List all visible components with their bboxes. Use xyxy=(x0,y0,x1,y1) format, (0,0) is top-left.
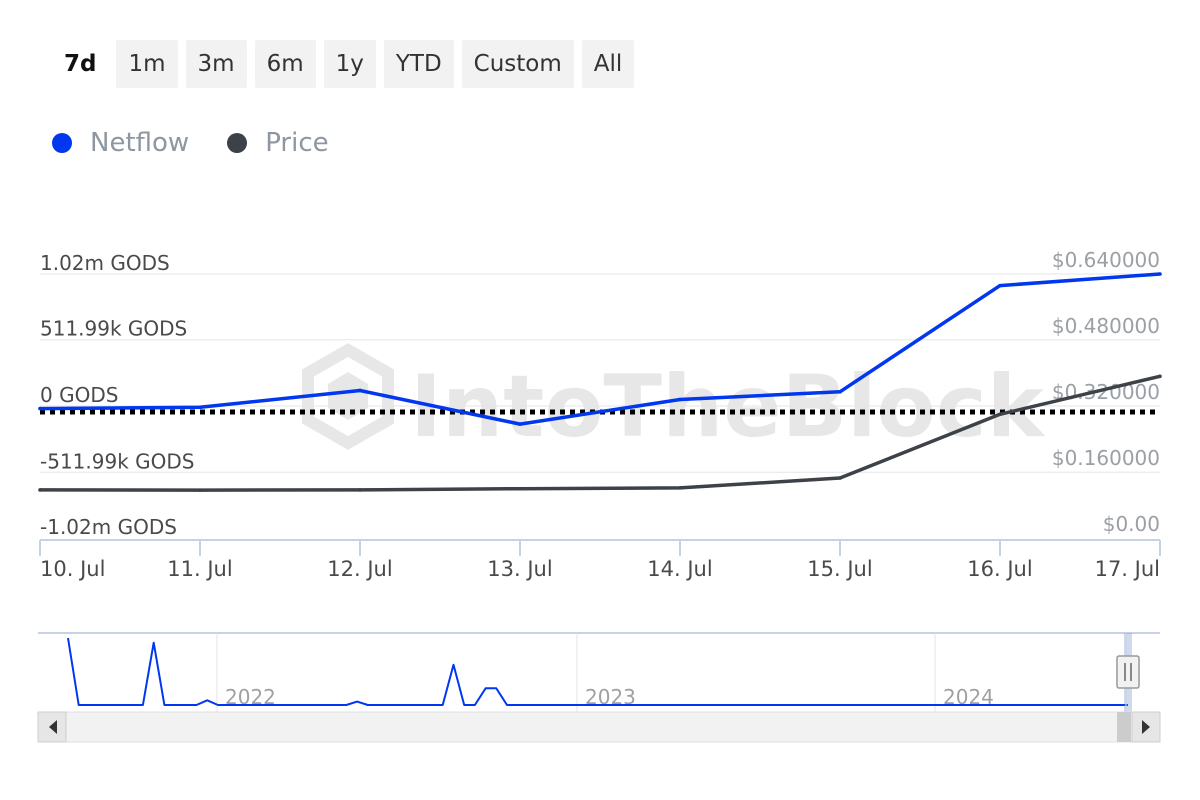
data-point-price xyxy=(1158,374,1162,379)
watermark-text: IntoTheBlock xyxy=(410,357,1046,457)
scrollbar-track[interactable] xyxy=(66,712,1116,742)
range-button-1y[interactable]: 1y xyxy=(323,40,376,88)
data-point-price xyxy=(38,488,42,492)
range-button-all[interactable]: All xyxy=(581,40,635,88)
scroll-left-button[interactable] xyxy=(38,712,66,742)
legend-item-netflow[interactable]: Netflow xyxy=(52,128,189,158)
x-axis-tick-label: 14. Jul xyxy=(647,557,712,581)
data-point-price xyxy=(838,476,842,480)
x-axis-tick-label: 12. Jul xyxy=(327,557,392,581)
chart-legend: Netflow Price xyxy=(52,128,329,158)
data-point-netflow xyxy=(518,422,522,426)
legend-item-price[interactable]: Price xyxy=(227,128,329,158)
data-point-netflow xyxy=(998,283,1002,288)
x-axis-tick-label: 11. Jul xyxy=(167,557,232,581)
legend-dot-netflow xyxy=(52,133,72,153)
x-axis-tick-label: 16. Jul xyxy=(967,557,1032,581)
range-button-3m[interactable]: 3m xyxy=(185,40,247,88)
data-point-netflow xyxy=(358,388,362,393)
x-axis-tick-label: 10. Jul xyxy=(40,557,105,581)
watermark-logo: IntoTheBlock xyxy=(302,343,1046,457)
data-point-netflow xyxy=(838,389,842,394)
x-axis-tick-label: 13. Jul xyxy=(487,557,552,581)
data-point-price xyxy=(198,488,202,492)
data-point-netflow xyxy=(38,406,42,411)
range-button-1m[interactable]: 1m xyxy=(116,40,178,88)
data-point-price xyxy=(358,488,362,492)
series-line-price xyxy=(39,374,1161,492)
y-left-tick-label: -1.02m GODS xyxy=(40,515,177,539)
range-button-custom[interactable]: Custom xyxy=(461,40,574,88)
y-right-tick-label: $0.00 xyxy=(1103,512,1160,536)
scroll-right-button[interactable] xyxy=(1132,712,1160,742)
y-right-tick-label: $0.160000 xyxy=(1052,446,1160,470)
y-right-tick-label: $0.640000 xyxy=(1052,248,1160,272)
legend-label-netflow: Netflow xyxy=(90,128,190,158)
navigator-window-handle[interactable] xyxy=(1116,654,1138,688)
legend-dot-price xyxy=(227,133,248,153)
range-button-6m[interactable]: 6m xyxy=(254,40,316,88)
range-selector: 7d 1m 3m 6m 1y YTD Custom All xyxy=(52,40,635,88)
range-button-7d[interactable]: 7d xyxy=(52,40,109,88)
y-right-tick-label: $0.480000 xyxy=(1052,314,1160,338)
y-right-tick-label: $0.320000 xyxy=(1052,380,1160,404)
x-axis-tick-label: 17. Jul xyxy=(1095,557,1160,581)
series-line-netflow xyxy=(39,272,1161,426)
data-point-price xyxy=(518,486,522,491)
navigator-interaction-layer xyxy=(38,632,1160,742)
y-left-tick-label: 0 GODS xyxy=(40,383,118,407)
x-axis-tick-label: 15. Jul xyxy=(807,557,872,581)
legend-label-price: Price xyxy=(265,128,329,158)
y-left-tick-label: 1.02m GODS xyxy=(40,251,170,275)
data-point-netflow xyxy=(1158,272,1162,276)
y-left-tick-label: -511.99k GODS xyxy=(40,449,194,473)
data-point-netflow xyxy=(678,397,682,402)
data-point-price xyxy=(998,412,1002,417)
y-left-tick-label: 511.99k GODS xyxy=(40,317,187,341)
data-point-price xyxy=(678,486,682,490)
range-button-ytd[interactable]: YTD xyxy=(383,40,454,88)
data-point-netflow xyxy=(198,405,202,410)
